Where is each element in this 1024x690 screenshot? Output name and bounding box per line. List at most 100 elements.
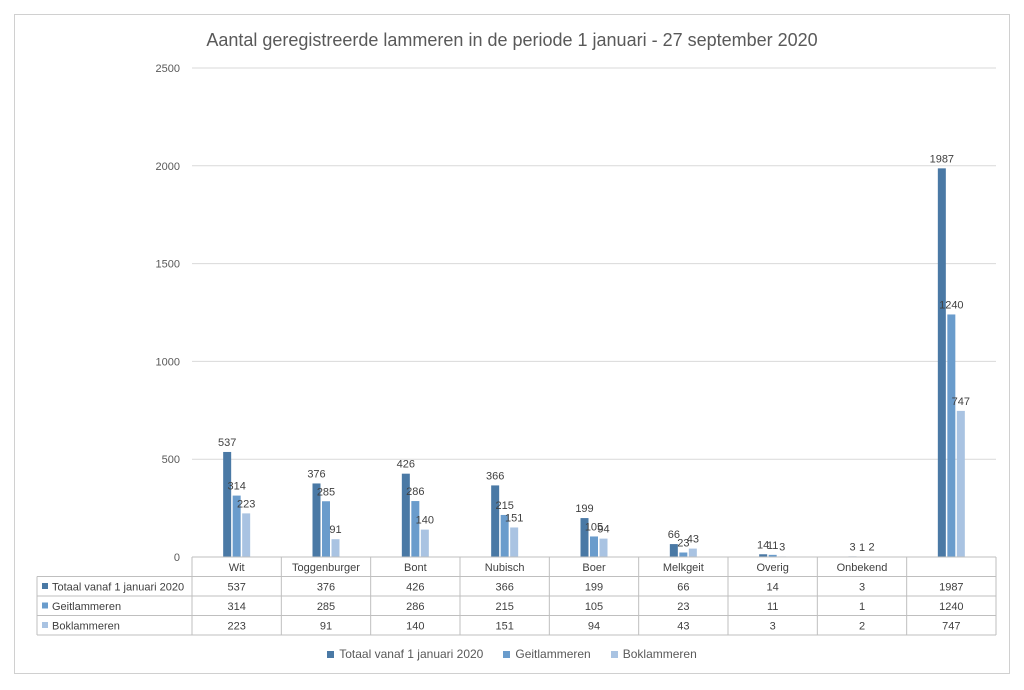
- bar: [768, 554, 777, 557]
- bar: [331, 539, 340, 557]
- data-label: 151: [505, 512, 523, 524]
- table-cell: 151: [495, 621, 513, 633]
- data-label: 105: [585, 521, 603, 533]
- table-cell: 140: [406, 621, 424, 633]
- data-label: 314: [227, 481, 245, 493]
- bar: [759, 554, 768, 557]
- table-cell: 14: [767, 582, 779, 594]
- y-tick-label: 0: [174, 552, 180, 564]
- table-cell: 1: [859, 601, 865, 613]
- bar: [223, 451, 232, 557]
- data-label: 3: [849, 541, 855, 553]
- table-cell: 314: [227, 601, 245, 613]
- series-name: Geitlammeren: [52, 601, 121, 613]
- data-label: 1: [859, 542, 865, 554]
- category-label: Boer: [582, 562, 606, 574]
- y-tick-label: 2000: [156, 161, 180, 173]
- bar: [510, 527, 519, 557]
- data-label: 285: [317, 486, 335, 498]
- table-cell: 376: [317, 582, 335, 594]
- table-cell: 105: [585, 601, 603, 613]
- table-cell: 1987: [939, 582, 963, 594]
- data-label: 537: [218, 437, 236, 449]
- table-cell: 366: [495, 582, 513, 594]
- bar: [580, 518, 589, 557]
- data-label: 91: [329, 524, 341, 536]
- table-cell: 11: [767, 601, 778, 613]
- bar: [956, 410, 965, 557]
- bar: [590, 536, 598, 557]
- table-cell: 1240: [939, 601, 963, 613]
- legend-label: Totaal vanaf 1 januari 2020: [339, 647, 484, 661]
- table-cell: 199: [585, 582, 603, 594]
- data-label: 3: [779, 541, 785, 553]
- data-label: 11: [767, 540, 778, 552]
- table-cell: 285: [317, 601, 335, 613]
- table-cell: 215: [495, 601, 513, 613]
- y-tick-label: 500: [162, 454, 180, 466]
- bar: [679, 552, 688, 557]
- bar: [232, 495, 241, 557]
- legend-swatch: [327, 651, 335, 658]
- bar: [322, 501, 330, 557]
- y-tick-label: 2500: [156, 63, 180, 75]
- legend-item: Geitlammeren: [503, 647, 591, 661]
- table-cell: 537: [227, 582, 245, 594]
- table-cell: 223: [227, 621, 245, 633]
- data-label: 23: [677, 538, 689, 550]
- bar: [599, 538, 608, 557]
- data-label: 426: [397, 459, 415, 471]
- chart-frame: [14, 14, 1010, 674]
- data-label: 1240: [939, 299, 963, 311]
- table-cell: 747: [942, 621, 960, 633]
- bar: [411, 501, 420, 557]
- table-cell: 286: [406, 601, 424, 613]
- data-label: 376: [307, 468, 325, 480]
- category-label: Nubisch: [485, 562, 525, 574]
- table-cell: 94: [588, 621, 600, 633]
- legend-label: Geitlammeren: [515, 647, 591, 661]
- table-cell: 91: [320, 621, 332, 633]
- data-label: 215: [495, 500, 513, 512]
- chart-title: Aantal geregistreerde lammeren in de per…: [206, 30, 818, 50]
- bar: [401, 473, 410, 557]
- data-label: 366: [486, 470, 504, 482]
- legend-swatch: [503, 651, 511, 658]
- table-legend-key: [42, 602, 48, 609]
- table-cell: 66: [677, 582, 689, 594]
- table-cell: 426: [406, 582, 424, 594]
- table-cell: 23: [677, 601, 689, 613]
- category-label: Onbekend: [837, 562, 888, 574]
- bar: [947, 314, 956, 557]
- data-label: 747: [952, 396, 970, 408]
- legend-label: Boklammeren: [622, 647, 697, 661]
- bar: [688, 548, 697, 557]
- data-label: 2: [868, 542, 874, 554]
- category-label: Wit: [229, 562, 245, 574]
- legend-swatch: [610, 651, 618, 658]
- series-name: Boklammeren: [52, 621, 120, 633]
- bar: [937, 168, 946, 557]
- series-name: Totaal vanaf 1 januari 2020: [52, 582, 184, 594]
- table-legend-key: [42, 583, 48, 589]
- legend-item: Boklammeren: [610, 647, 697, 661]
- legend-item: Totaal vanaf 1 januari 2020: [327, 647, 483, 661]
- data-label: 94: [597, 524, 609, 536]
- data-label: 199: [575, 503, 593, 515]
- data-label: 66: [668, 529, 680, 541]
- table-cell: 3: [770, 621, 776, 633]
- data-label: 14: [757, 539, 769, 551]
- table-cell: 3: [859, 582, 865, 594]
- table-legend-key: [42, 622, 48, 628]
- data-label: 43: [687, 534, 699, 546]
- y-tick-label: 1500: [156, 259, 180, 271]
- bar: [669, 544, 678, 557]
- y-tick-label: 1000: [156, 356, 180, 368]
- category-label: Bont: [404, 562, 427, 574]
- table-cell: 2: [859, 621, 865, 633]
- bar: [500, 514, 509, 557]
- data-label: 286: [406, 486, 424, 498]
- category-label: Melkgeit: [663, 562, 704, 574]
- bar: [242, 513, 251, 557]
